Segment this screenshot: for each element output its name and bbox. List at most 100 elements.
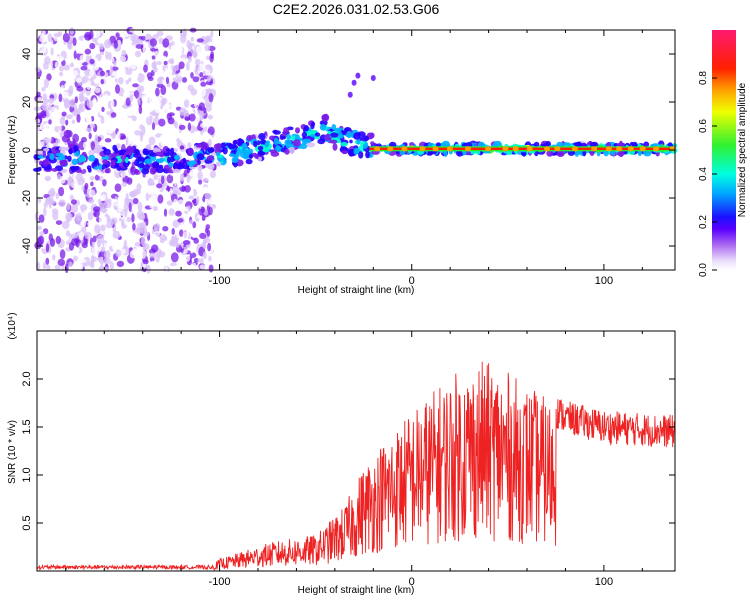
spectrogram-cell	[556, 150, 565, 157]
colorbar-label: Normalized spectral amplitude	[737, 82, 748, 217]
spectrogram-cell	[62, 91, 69, 99]
snr-series-line	[36, 361, 676, 571]
spectrogram-cell	[53, 224, 60, 229]
spectrogram-cell	[63, 64, 70, 71]
spectrogram-cell	[347, 91, 353, 98]
spectrogram-cell	[208, 255, 212, 262]
spectrogram-cell	[202, 131, 207, 140]
spectrogram-cell	[200, 81, 207, 87]
spectrogram-cell	[353, 132, 361, 140]
spectrogram-cell	[197, 164, 203, 172]
spectrogram-cell	[76, 44, 85, 55]
spectrogram-cell	[370, 75, 376, 81]
spectrogram-cell	[162, 38, 170, 48]
colorbar-tick-label: 0.6	[698, 119, 709, 133]
spectrogram-cell	[205, 133, 211, 138]
spectrogram-cell	[340, 142, 348, 147]
spectrogram-cell	[175, 210, 182, 217]
spectrogram-cell	[190, 187, 194, 198]
spectrogram-cell	[210, 118, 217, 124]
spectrogram-cell	[184, 89, 188, 97]
spectrogram-cell	[292, 139, 301, 147]
spectrogram-cell	[195, 195, 200, 205]
spectrogram-cell	[111, 132, 116, 140]
spectrogram-cell	[196, 38, 204, 43]
spectrogram-cell	[46, 110, 50, 117]
spectrogram-cell	[72, 255, 78, 262]
spectrogram-cell	[189, 252, 197, 258]
spectrogram-cell	[41, 28, 46, 38]
spectrogram-cell	[370, 141, 375, 146]
spectrogram-cell	[184, 255, 191, 262]
spectrogram-cell	[88, 189, 96, 198]
spectrogram-cell	[152, 161, 160, 169]
spectrogram-cell	[110, 217, 118, 225]
spectrogram-cell	[389, 141, 397, 148]
spectrogram-cell	[346, 130, 352, 139]
spectrogram-cell	[76, 114, 81, 123]
spectrogram-cell	[56, 55, 64, 63]
spectrogram-cell	[191, 230, 197, 238]
spectrogram-cell	[157, 216, 162, 224]
spectrogram-cell	[125, 68, 133, 76]
spectrogram-y-tick-label: 40	[21, 48, 33, 60]
spectrogram-y-ticks: -40 -20 0 20 40	[21, 29, 675, 271]
spectrogram-cell	[65, 119, 69, 126]
spectrogram-cell	[125, 97, 131, 107]
spectrogram-cell	[135, 157, 143, 162]
spectrogram-cell	[35, 66, 41, 73]
spectrogram-cell	[104, 138, 112, 143]
spectrogram-cell	[179, 133, 183, 141]
spectrogram-cell	[142, 44, 149, 55]
spectrogram-cell	[211, 204, 217, 209]
spectrogram-cell	[78, 258, 87, 264]
spectrogram-cell	[107, 198, 112, 203]
spectrogram-cell	[198, 179, 203, 185]
spectrogram-cell	[187, 122, 192, 131]
spectrogram-cell	[245, 158, 253, 165]
spectrogram-cell	[100, 224, 106, 232]
spectrogram-cell	[118, 55, 127, 62]
spectrogram-cell	[36, 97, 44, 106]
spectrogram-cell	[123, 239, 128, 250]
spectrogram-cell	[91, 37, 97, 42]
spectrogram-cell	[195, 45, 204, 55]
spectrogram-cell	[46, 196, 54, 205]
spectrogram-cell	[168, 208, 175, 216]
spectrogram-cell	[101, 106, 105, 112]
spectrogram-cell	[55, 192, 59, 200]
spectrogram-cell	[358, 151, 364, 159]
spectrogram-carrier-peak	[446, 146, 453, 152]
spectrogram-cell	[48, 119, 52, 125]
spectrogram-x-tick-label: -100	[209, 275, 231, 287]
spectrogram-cell	[106, 111, 110, 116]
spectrogram-cell	[130, 46, 135, 53]
spectrogram-cell	[464, 142, 473, 148]
spectrogram-cell	[182, 43, 186, 48]
spectrogram-cell	[71, 233, 79, 239]
spectrogram-cell	[137, 96, 141, 106]
spectrogram-cell	[166, 200, 173, 206]
spectrogram-cell	[59, 71, 64, 77]
spectrogram-cell	[128, 202, 132, 212]
spectrogram-cell	[211, 84, 216, 90]
spectrogram-cell	[146, 264, 151, 274]
spectrogram-cell	[38, 214, 45, 223]
spectrogram-cell	[264, 141, 270, 147]
colorbar-tick-label: 0.4	[698, 167, 709, 181]
spectrogram-cell	[112, 230, 121, 239]
spectrogram-cell	[159, 264, 164, 273]
spectrogram-cell	[126, 145, 133, 151]
spectrogram-cell	[60, 84, 65, 94]
spectrogram-cell	[160, 98, 166, 107]
spectrogram-cell	[67, 155, 72, 162]
spectrogram-cell	[207, 114, 214, 120]
spectrogram-cell	[59, 249, 66, 260]
spectrogram-cell	[183, 109, 187, 115]
spectrogram-cell	[192, 76, 200, 83]
spectrogram-cell	[91, 85, 95, 92]
spectrogram-cell	[365, 150, 370, 159]
spectrogram-cell	[120, 98, 125, 107]
spectrogram-cell	[115, 84, 120, 94]
colorbar-tick-label: 0.2	[698, 215, 709, 229]
